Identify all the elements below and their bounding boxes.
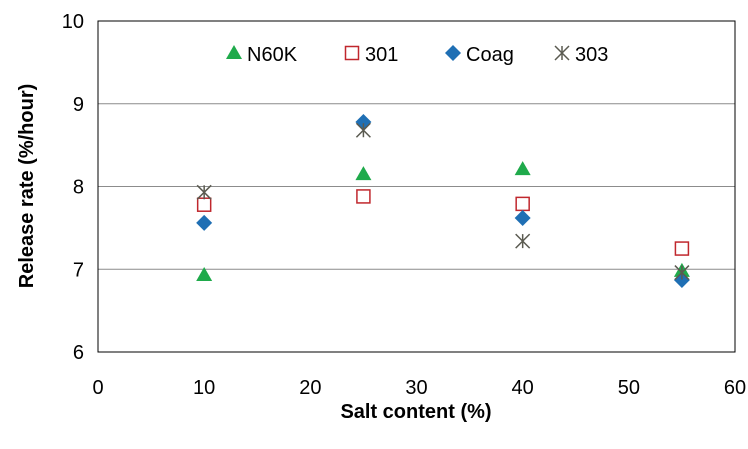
data-markers bbox=[196, 113, 690, 289]
y-tick-label: 8 bbox=[73, 177, 84, 199]
x-tick-label: 30 bbox=[405, 377, 427, 399]
point-coag-2 bbox=[514, 209, 531, 226]
point-n60k-2 bbox=[514, 161, 531, 176]
legend-marker-303 bbox=[554, 45, 570, 61]
y-tick-label: 7 bbox=[73, 259, 84, 281]
x-axis-ticks: 0 10 20 30 40 50 60 bbox=[92, 377, 746, 399]
point-301-1 bbox=[356, 189, 371, 204]
point-303-2 bbox=[515, 233, 531, 249]
x-tick-label: 40 bbox=[512, 377, 534, 399]
x-axis-title: Salt content (%) bbox=[340, 401, 491, 423]
legend-marker-n60k bbox=[226, 45, 242, 59]
grid-lines bbox=[98, 20, 735, 353]
point-303-0 bbox=[196, 184, 212, 200]
x-tick-label: 20 bbox=[299, 377, 321, 399]
y-axis-ticks: 6 7 8 9 10 bbox=[62, 11, 84, 364]
legend-label: N60K bbox=[247, 44, 298, 66]
legend-item-n60k: N60K bbox=[226, 44, 298, 66]
point-303-3 bbox=[674, 265, 690, 281]
point-301-3 bbox=[674, 241, 690, 256]
y-tick-label: 6 bbox=[73, 342, 84, 364]
y-tick-label: 10 bbox=[62, 11, 84, 33]
legend-label: Coag bbox=[466, 44, 514, 66]
legend: N60K 301 Coag 303 bbox=[226, 44, 608, 66]
legend-marker-coag bbox=[445, 45, 461, 61]
point-n60k-1 bbox=[355, 166, 372, 181]
legend-item-coag: Coag bbox=[445, 44, 514, 66]
x-tick-label: 10 bbox=[193, 377, 215, 399]
plot-area-frame bbox=[97, 20, 736, 353]
x-tick-label: 0 bbox=[92, 377, 103, 399]
legend-marker-301 bbox=[344, 45, 360, 61]
point-301-2 bbox=[515, 196, 530, 212]
legend-item-303: 303 bbox=[554, 44, 608, 66]
point-303-1 bbox=[355, 122, 371, 138]
y-axis-title: Release rate (%/hour) bbox=[16, 84, 38, 289]
x-tick-label: 60 bbox=[724, 377, 746, 399]
legend-label: 303 bbox=[575, 44, 608, 66]
point-coag-0 bbox=[196, 214, 213, 231]
legend-item-301: 301 bbox=[344, 44, 398, 66]
point-n60k-0 bbox=[196, 267, 213, 282]
legend-label: 301 bbox=[365, 44, 398, 66]
x-tick-label: 50 bbox=[618, 377, 640, 399]
y-tick-label: 9 bbox=[73, 94, 84, 116]
point-301-0 bbox=[196, 197, 212, 212]
